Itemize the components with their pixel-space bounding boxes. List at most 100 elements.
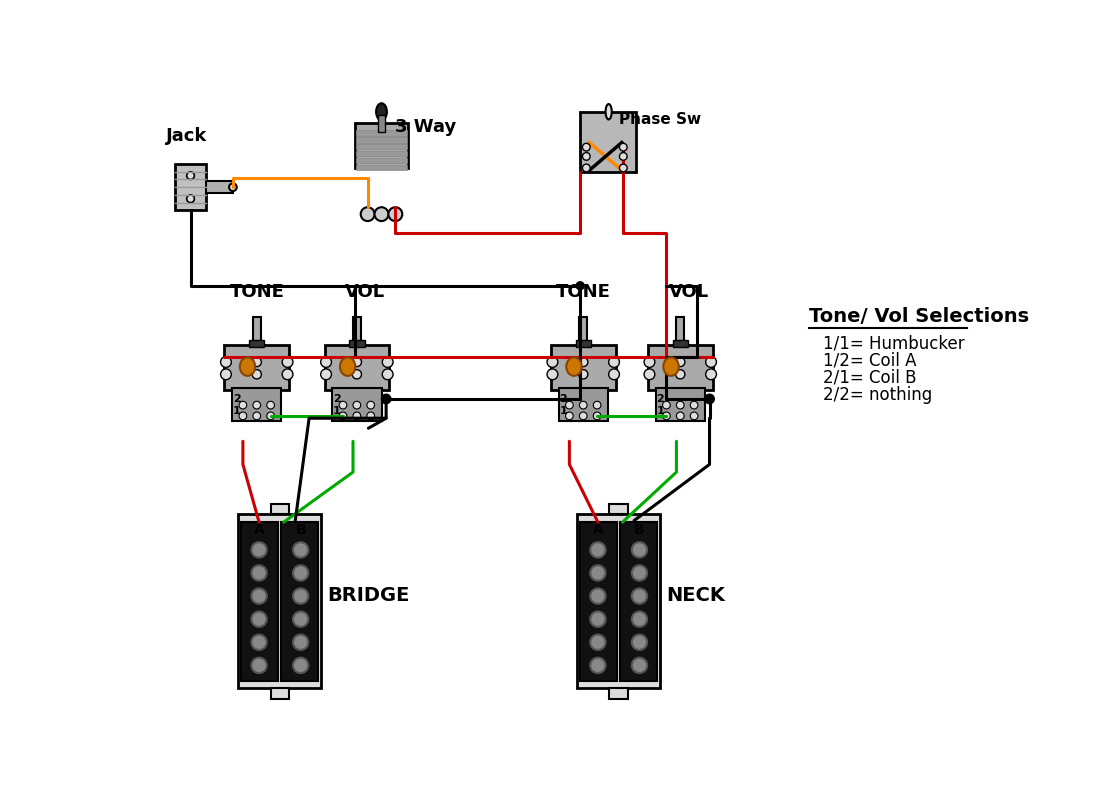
Circle shape: [663, 401, 670, 409]
Circle shape: [632, 657, 647, 673]
Bar: [551, 345, 616, 389]
Bar: [356, 130, 407, 136]
Bar: [672, 340, 688, 348]
Circle shape: [251, 542, 267, 558]
Circle shape: [267, 412, 274, 419]
Circle shape: [582, 143, 590, 151]
Circle shape: [594, 412, 601, 419]
Circle shape: [251, 589, 267, 604]
Bar: [271, 688, 289, 699]
Text: 2: 2: [333, 394, 340, 404]
Circle shape: [239, 412, 246, 419]
Circle shape: [676, 412, 684, 419]
Circle shape: [632, 566, 647, 581]
Text: A: A: [592, 523, 604, 537]
Text: Tone/ Vol Selections: Tone/ Vol Selections: [809, 307, 1029, 326]
Bar: [355, 123, 409, 168]
Bar: [356, 144, 407, 149]
Circle shape: [367, 401, 374, 409]
Circle shape: [590, 634, 606, 650]
Text: 1/1= Humbucker: 1/1= Humbucker: [823, 335, 964, 353]
Bar: [580, 522, 617, 681]
Circle shape: [644, 356, 655, 367]
Text: BRIDGE: BRIDGE: [328, 586, 410, 605]
Text: VOL: VOL: [345, 283, 385, 300]
Circle shape: [374, 207, 389, 221]
Text: 2/1= Coil B: 2/1= Coil B: [823, 369, 916, 387]
Circle shape: [690, 412, 698, 419]
Bar: [253, 317, 261, 341]
Circle shape: [582, 164, 590, 171]
Circle shape: [590, 566, 606, 581]
Circle shape: [251, 611, 267, 627]
Text: Jack: Jack: [166, 127, 207, 145]
Circle shape: [382, 394, 391, 404]
Circle shape: [590, 542, 606, 558]
Circle shape: [577, 282, 584, 290]
Circle shape: [382, 356, 393, 367]
Circle shape: [320, 369, 332, 380]
Bar: [579, 317, 587, 341]
Circle shape: [663, 412, 670, 419]
Circle shape: [251, 566, 267, 581]
Circle shape: [293, 589, 308, 604]
Bar: [609, 504, 628, 514]
Circle shape: [353, 412, 361, 419]
Circle shape: [547, 369, 558, 380]
Ellipse shape: [340, 357, 355, 376]
Circle shape: [293, 657, 308, 673]
Bar: [175, 164, 206, 210]
Circle shape: [253, 401, 261, 409]
Circle shape: [547, 356, 558, 367]
Bar: [620, 522, 657, 681]
Text: 1: 1: [559, 405, 567, 416]
Circle shape: [293, 634, 308, 650]
Bar: [655, 388, 704, 420]
Text: 2: 2: [233, 394, 241, 404]
Circle shape: [320, 356, 332, 367]
Circle shape: [675, 357, 684, 367]
Bar: [356, 151, 407, 156]
Circle shape: [339, 401, 347, 409]
Circle shape: [566, 412, 573, 419]
Circle shape: [221, 356, 232, 367]
Circle shape: [690, 401, 698, 409]
Circle shape: [706, 356, 717, 367]
Text: VOL: VOL: [669, 283, 709, 300]
Text: 1: 1: [233, 405, 241, 416]
Circle shape: [644, 369, 655, 380]
Circle shape: [676, 401, 684, 409]
Circle shape: [367, 412, 374, 419]
Circle shape: [293, 566, 308, 581]
Circle shape: [187, 195, 195, 202]
Circle shape: [579, 357, 588, 367]
Text: B: B: [296, 523, 306, 537]
Circle shape: [619, 164, 627, 171]
Text: 1: 1: [333, 405, 340, 416]
Text: B: B: [634, 523, 645, 537]
Circle shape: [632, 542, 647, 558]
Bar: [609, 688, 628, 699]
Bar: [353, 317, 361, 341]
Circle shape: [619, 143, 627, 151]
Bar: [242, 522, 278, 681]
Text: NECK: NECK: [666, 586, 726, 605]
Circle shape: [579, 412, 587, 419]
Circle shape: [590, 657, 606, 673]
Circle shape: [282, 356, 293, 367]
Circle shape: [353, 401, 361, 409]
Text: Phase Sw: Phase Sw: [618, 112, 701, 127]
Circle shape: [267, 401, 274, 409]
Bar: [379, 115, 384, 132]
Circle shape: [704, 394, 715, 404]
Bar: [232, 388, 281, 420]
Bar: [281, 522, 318, 681]
Bar: [356, 165, 407, 171]
Circle shape: [382, 369, 393, 380]
Bar: [224, 345, 289, 389]
Circle shape: [632, 634, 647, 650]
Bar: [249, 340, 264, 348]
Circle shape: [221, 369, 232, 380]
Circle shape: [590, 589, 606, 604]
Circle shape: [579, 401, 587, 409]
